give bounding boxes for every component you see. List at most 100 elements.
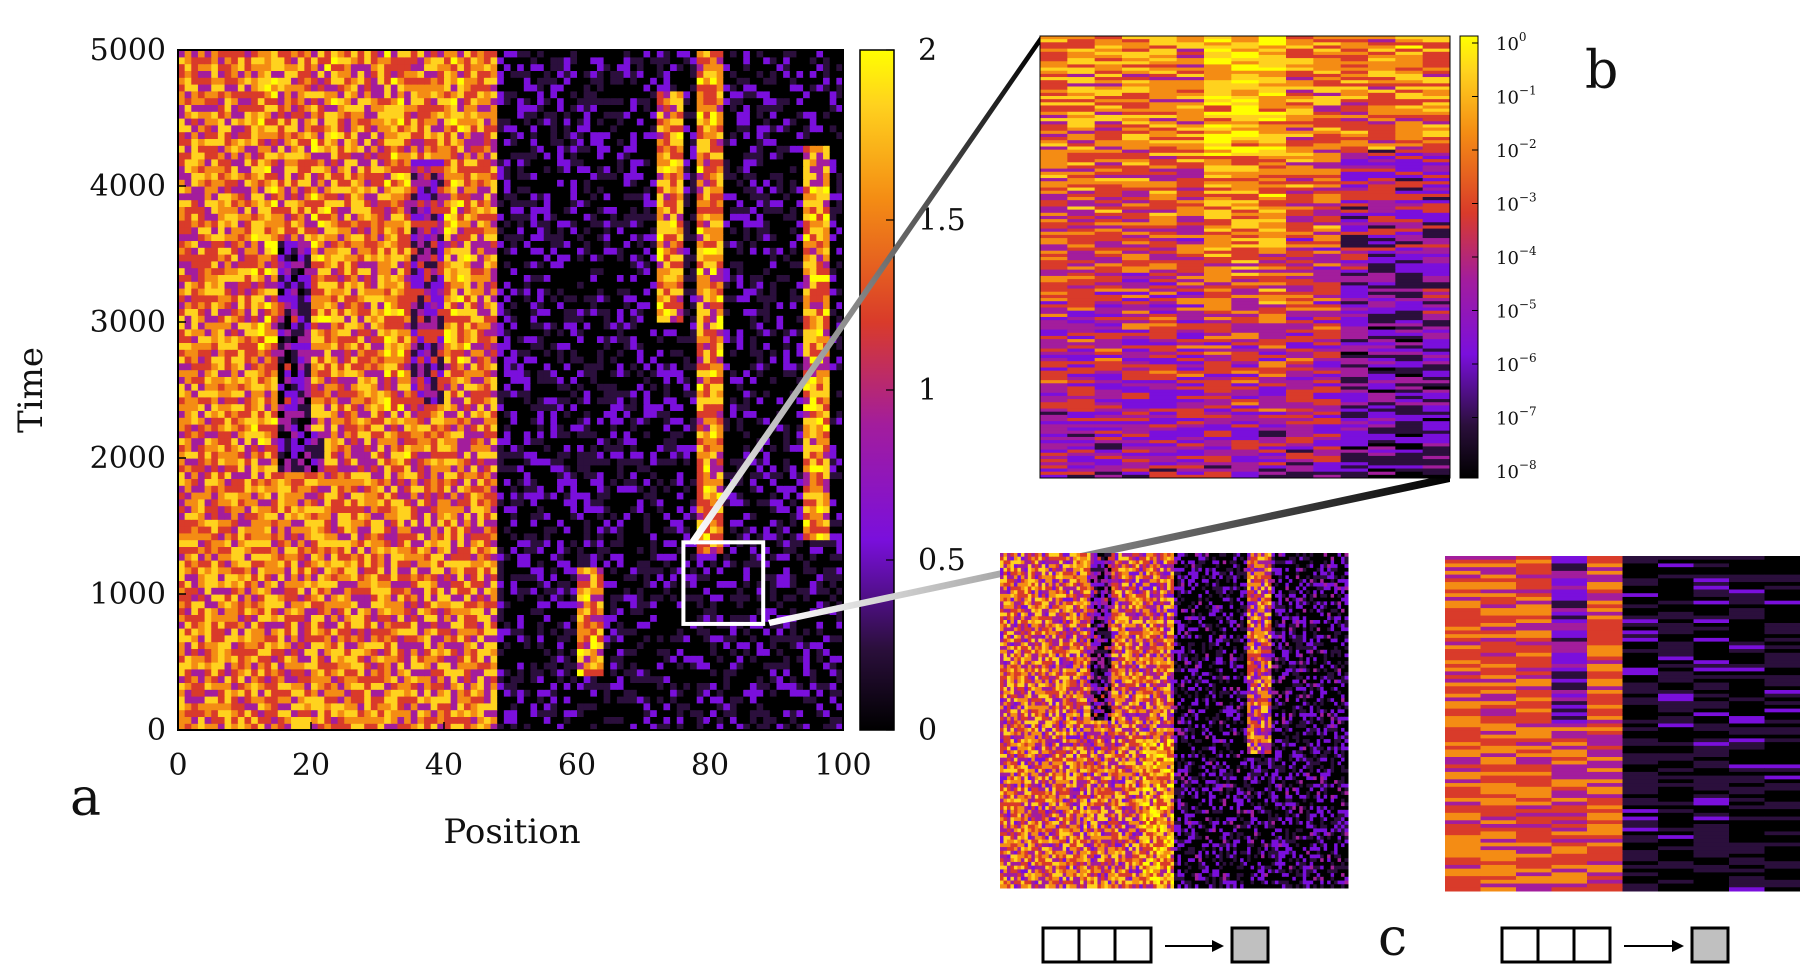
heatmap-a-cell bbox=[304, 437, 312, 445]
heatmap-a-cell bbox=[543, 526, 551, 534]
heatmap-a-cell bbox=[470, 560, 478, 568]
heatmap-a-cell bbox=[377, 492, 385, 500]
heatmap-a-cell bbox=[557, 485, 565, 493]
heatmap-a-cell bbox=[809, 594, 817, 602]
heatmap-a-cell bbox=[357, 587, 365, 595]
heatmap-a-cell bbox=[577, 532, 585, 541]
heatmap-a-cell bbox=[503, 519, 512, 527]
heatmap-a-cell bbox=[789, 437, 798, 445]
heatmap-a-cell bbox=[763, 573, 771, 581]
heatmap-a-cell bbox=[490, 553, 498, 561]
heatmap-a-cell bbox=[304, 498, 312, 507]
heatmap-a-cell bbox=[596, 709, 605, 717]
heatmap-a-cell bbox=[211, 390, 219, 398]
heatmap-a-cell bbox=[776, 512, 784, 520]
heatmap-a-cell bbox=[224, 560, 232, 568]
heatmap-a-cell bbox=[776, 464, 784, 473]
heatmap-a-cell bbox=[204, 607, 212, 615]
heatmap-a-cell bbox=[543, 709, 551, 717]
heatmap-a-cell bbox=[683, 553, 691, 561]
heatmap-a-cell bbox=[543, 458, 551, 466]
heatmap-a-cell bbox=[610, 410, 618, 418]
heatmap-a-cell bbox=[816, 512, 824, 520]
heatmap-a-cell bbox=[523, 526, 532, 534]
heatmap-a-cell bbox=[184, 675, 192, 683]
heatmap-a-cell bbox=[390, 723, 399, 731]
heatmap-a-cell bbox=[197, 498, 206, 507]
heatmap-a-cell bbox=[251, 614, 259, 622]
heatmap-a-cell bbox=[424, 709, 432, 717]
heatmap-a-cell bbox=[636, 662, 645, 670]
heatmap-a-cell bbox=[397, 614, 405, 622]
heatmap-a-cell bbox=[623, 390, 631, 398]
heatmap-a-cell bbox=[616, 648, 625, 656]
heatmap-a-cell bbox=[291, 607, 299, 615]
heatmap-a-cell bbox=[683, 403, 691, 411]
heatmap-a-cell bbox=[191, 560, 199, 568]
heatmap-a-cell bbox=[616, 634, 625, 643]
heatmap-a-cell bbox=[610, 614, 618, 622]
heatmap-a-cell bbox=[563, 444, 571, 452]
heatmap-a-cell bbox=[231, 614, 239, 622]
heatmap-a-cell bbox=[191, 573, 199, 581]
heatmap-a-cell bbox=[470, 709, 478, 717]
heatmap-a-cell bbox=[729, 600, 738, 609]
heatmap-a-cell bbox=[537, 675, 545, 683]
heatmap-a-cell bbox=[284, 492, 292, 500]
heatmap-a-cell bbox=[550, 648, 558, 656]
heatmap-a-cell bbox=[204, 648, 212, 656]
heatmap-a-cell bbox=[769, 396, 778, 405]
heatmap-a-cell bbox=[417, 566, 425, 575]
heatmap-a-cell bbox=[550, 485, 558, 493]
heatmap-a-cell bbox=[324, 600, 332, 609]
heatmap-a-cell bbox=[330, 702, 339, 711]
heatmap-a-cell bbox=[264, 696, 272, 704]
heatmap-a-cell bbox=[836, 444, 844, 452]
heatmap-a-cell bbox=[623, 451, 631, 459]
heatmap-a-cell bbox=[417, 458, 425, 466]
heatmap-a-cell bbox=[350, 458, 359, 466]
heatmap-a-cell bbox=[783, 655, 791, 663]
heatmap-a-cell bbox=[703, 417, 711, 425]
heatmap-a-cell bbox=[178, 689, 186, 697]
heatmap-a-cell bbox=[696, 709, 704, 717]
heatmap-a-cell bbox=[231, 492, 239, 500]
heatmap-a-cell bbox=[271, 430, 279, 439]
heatmap-a-cell bbox=[557, 526, 565, 534]
heatmap-a-cell bbox=[284, 723, 292, 731]
heatmap-a-cell bbox=[178, 526, 186, 534]
heatmap-a-cell bbox=[237, 539, 246, 547]
heatmap-a-cell bbox=[211, 634, 219, 643]
heatmap-a-cell bbox=[723, 580, 731, 588]
heatmap-a-cell bbox=[796, 600, 804, 609]
heatmap-a-cell bbox=[264, 424, 272, 432]
heatmap-a-cell bbox=[330, 621, 339, 629]
heatmap-a-cell bbox=[517, 478, 525, 486]
heatmap-a-cell bbox=[503, 682, 512, 690]
heatmap-a-cell bbox=[823, 641, 831, 649]
heatmap-a-cell bbox=[517, 587, 525, 595]
heatmap-a-cell bbox=[271, 417, 279, 425]
heatmap-a-cell bbox=[330, 492, 339, 500]
heatmap-a-cell bbox=[344, 607, 352, 615]
heatmap-a-cell bbox=[610, 396, 618, 405]
heatmap-a-cell bbox=[650, 553, 658, 561]
heatmap-a-cell bbox=[231, 662, 239, 670]
heatmap-a-cell bbox=[823, 485, 831, 493]
heatmap-a-cell bbox=[503, 546, 512, 554]
heatmap-a-cell bbox=[211, 519, 219, 527]
heatmap-a-cell bbox=[670, 396, 678, 405]
heatmap-a-cell bbox=[736, 675, 744, 683]
heatmap-a-cell bbox=[217, 403, 226, 411]
heatmap-a-cell bbox=[716, 614, 724, 622]
heatmap-a-cell bbox=[184, 437, 192, 445]
heatmap-a-cell bbox=[769, 600, 778, 609]
heatmap-a-cell bbox=[836, 723, 844, 731]
heatmap-a-cell bbox=[404, 621, 412, 629]
heatmap-a-cell bbox=[450, 451, 458, 459]
heatmap-a-cell bbox=[783, 526, 791, 534]
heatmap-a-cell bbox=[297, 505, 305, 513]
heatmap-a-cell bbox=[696, 723, 704, 731]
heatmap-a-cell bbox=[377, 648, 385, 656]
heatmap-a-cell bbox=[204, 519, 212, 527]
